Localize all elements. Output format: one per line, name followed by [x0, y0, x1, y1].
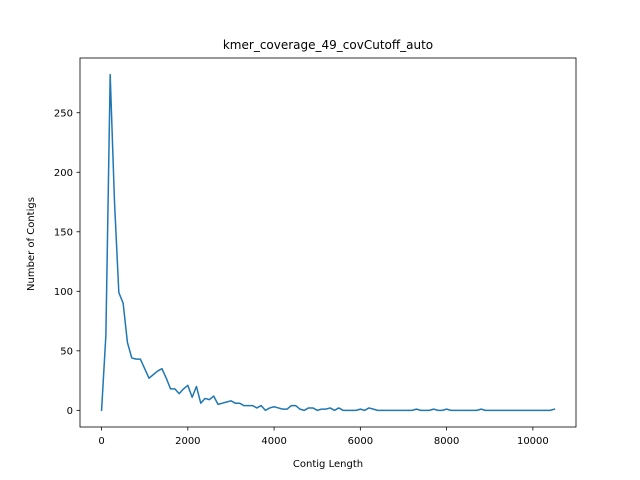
plot-area — [79, 57, 577, 428]
y-tick-label: 200 — [54, 168, 73, 179]
series-line-0 — [100, 73, 556, 412]
x-axis-label: Contig Length — [293, 459, 363, 470]
y-tick-label: 50 — [60, 346, 73, 357]
x-tick-label: 10000 — [517, 436, 549, 447]
y-tick-label: 100 — [54, 287, 73, 298]
x-tick-label: 6000 — [348, 436, 373, 447]
y-tick-label: 150 — [54, 227, 73, 238]
x-tick-label: 8000 — [434, 436, 459, 447]
x-tick-label: 2000 — [175, 436, 200, 447]
axis-ticks: 0 2000 4000 6000 8000 10000 0 50 100 150 200 250 — [54, 108, 549, 447]
y-tick-label: 0 — [67, 406, 73, 417]
axes-frame — [79, 57, 577, 428]
y-tick-label: 250 — [54, 108, 73, 119]
x-tick-label: 0 — [98, 436, 104, 447]
chart-title: kmer_coverage_49_covCutoff_auto — [223, 38, 433, 52]
y-axis-label: Number of Contigs — [26, 197, 37, 291]
x-tick-label: 4000 — [261, 436, 286, 447]
